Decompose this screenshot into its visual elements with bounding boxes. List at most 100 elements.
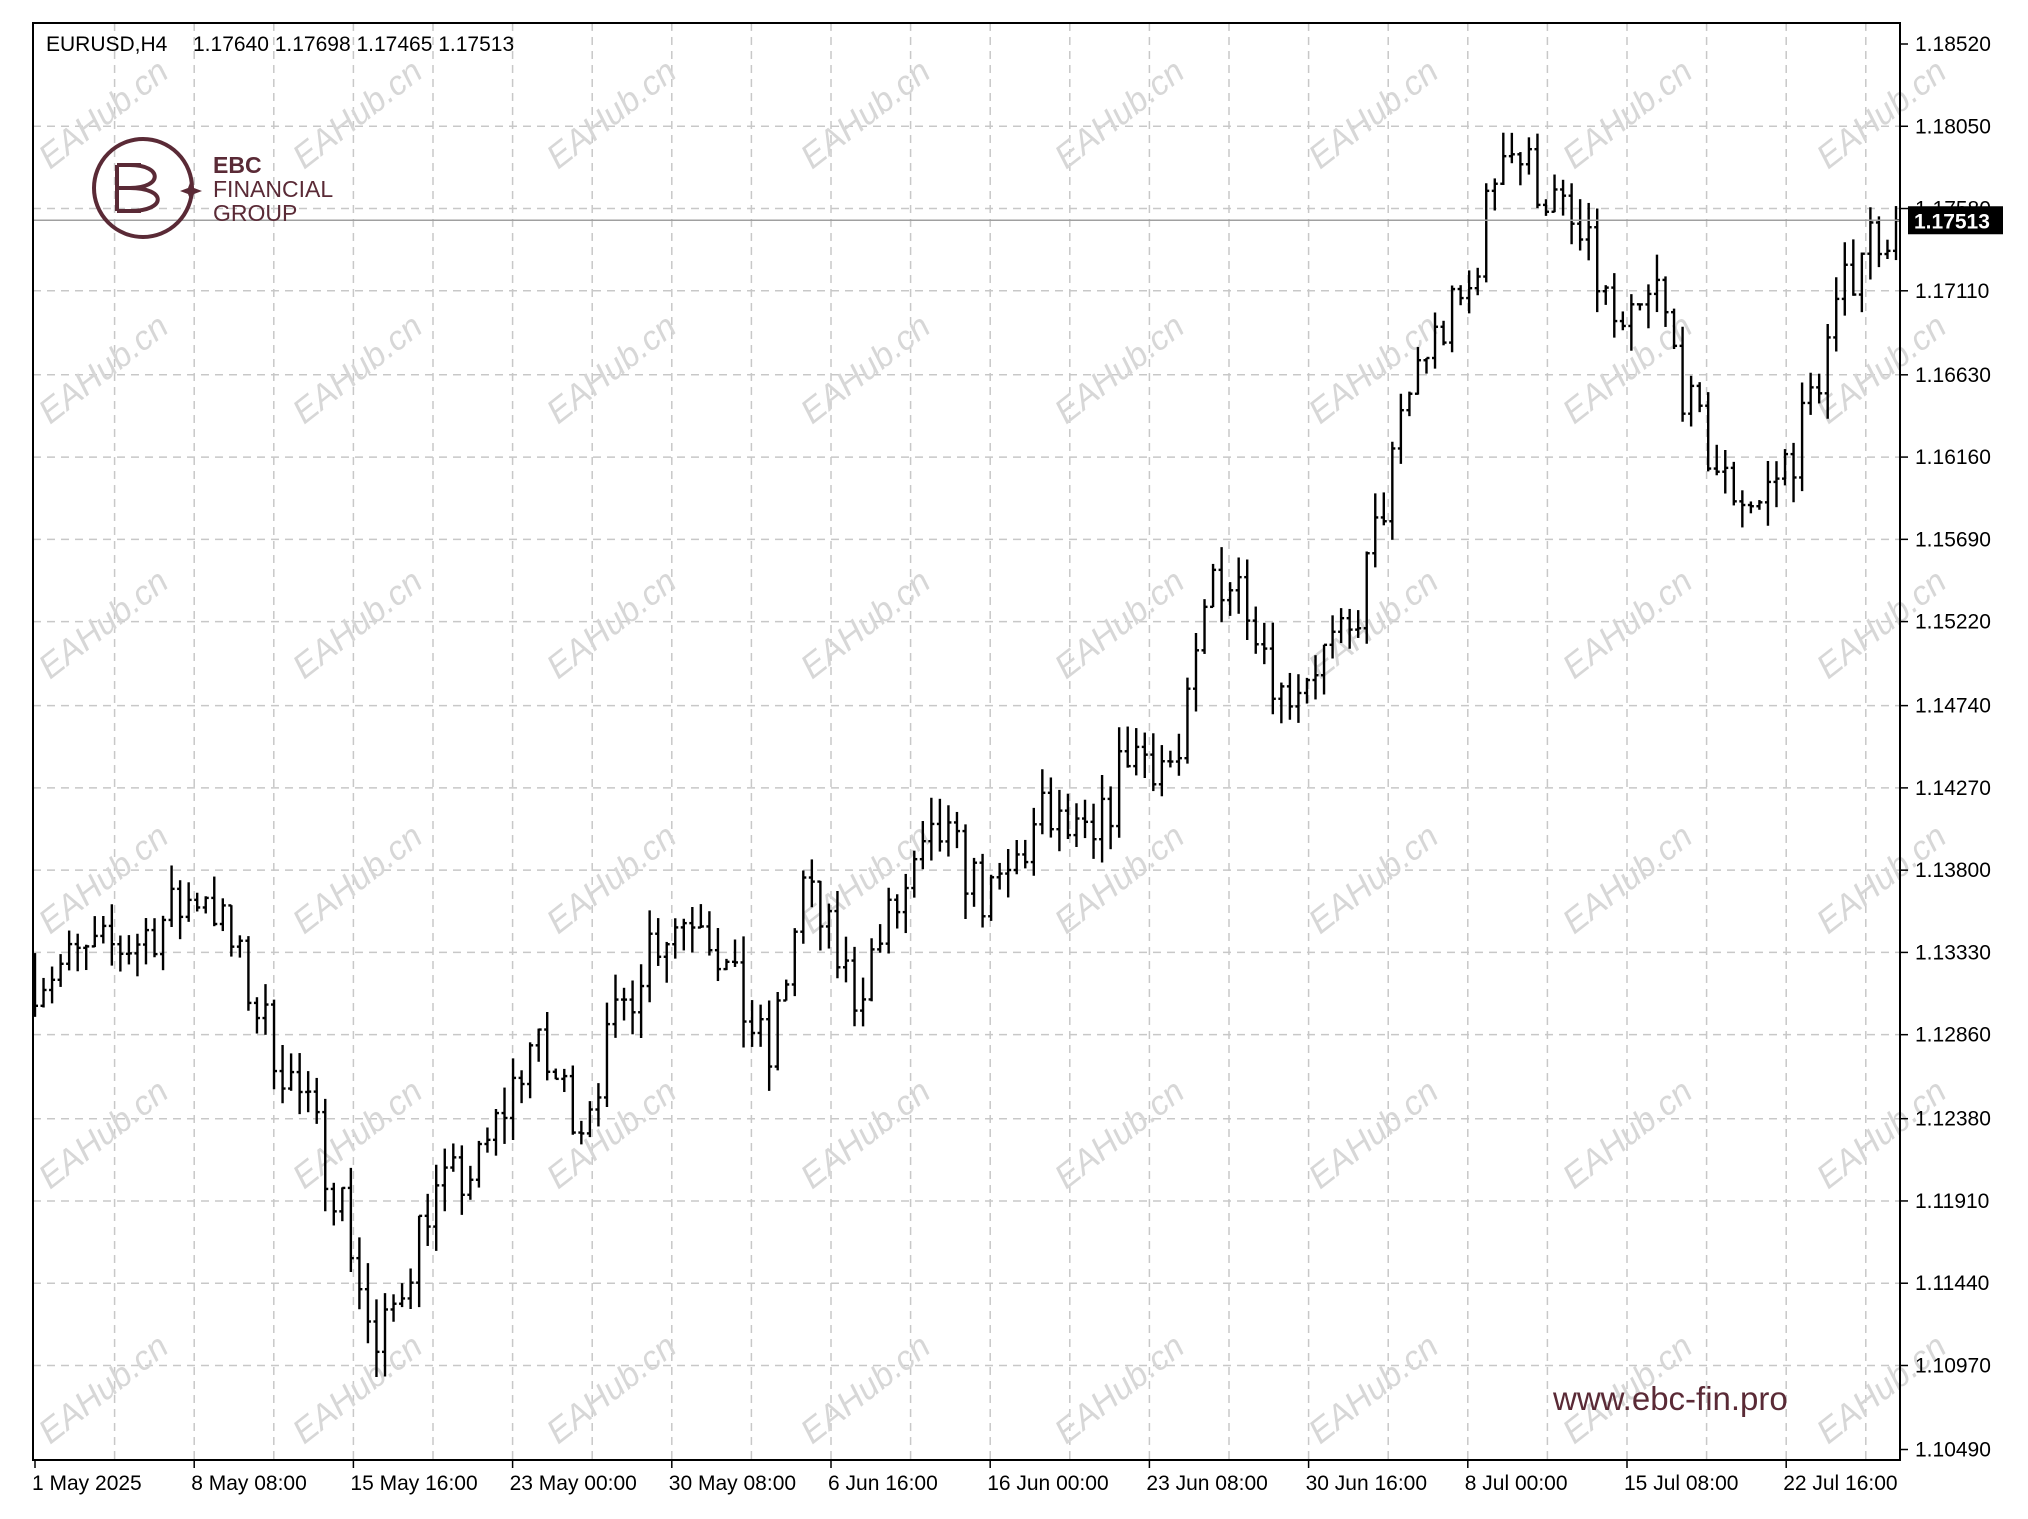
ohlc-bar <box>1662 276 1669 327</box>
ohlc-bar <box>1867 207 1874 280</box>
ohlc-bar <box>1141 732 1148 778</box>
ohlc-bar <box>646 910 653 1003</box>
ohlc-bar <box>1440 320 1447 346</box>
ohlc-bar <box>1244 559 1251 641</box>
ohlc-bar <box>1747 501 1754 514</box>
ohlc-bar <box>160 915 167 971</box>
ohlc-bar <box>629 980 636 1035</box>
watermark-text: EAHub.cn <box>794 1072 938 1196</box>
ohlc-bar <box>1363 551 1370 644</box>
ohlc-bar <box>1295 674 1302 723</box>
ohlc-bar <box>424 1193 431 1246</box>
watermark-text: EAHub.cn <box>1810 1327 1954 1451</box>
ohlc-bar <box>1534 133 1541 209</box>
ohlc-bar <box>1047 777 1054 838</box>
ohlc-bar <box>740 936 747 1048</box>
ohlc-bar <box>49 966 56 1004</box>
ohlc-bar <box>578 1120 585 1145</box>
x-tick-label: 23 Jun 08:00 <box>1146 1472 1267 1495</box>
ohlc-bar <box>1372 493 1379 568</box>
ohlc-bar <box>842 936 849 983</box>
ohlc-bar <box>211 876 218 927</box>
ohlc-bar <box>1073 803 1080 848</box>
x-tick-label: 6 Jun 16:00 <box>828 1472 938 1495</box>
ohlc-bar <box>1150 733 1157 792</box>
ohlc-bar <box>1799 382 1806 492</box>
y-tick-label: 1.16160 <box>1915 446 1991 469</box>
ohlc-bar <box>364 1263 371 1344</box>
ohlc-bar <box>1688 375 1695 427</box>
x-tick-label: 30 Jun 16:00 <box>1306 1472 1427 1495</box>
ohlc-bar <box>1619 311 1626 331</box>
ohlc-bar <box>177 880 184 940</box>
ohlc-bar <box>467 1165 474 1200</box>
y-tick-label: 1.15220 <box>1915 611 1991 634</box>
ohlc-bar <box>1346 608 1353 649</box>
ohlc-bar <box>1602 285 1609 305</box>
ohlc-bar <box>1116 727 1123 838</box>
ohlc-bar <box>1227 582 1234 616</box>
ohlc-bar <box>194 892 201 912</box>
ohlc-bar <box>586 1101 593 1138</box>
ohlc-bar <box>1210 563 1217 609</box>
ohlc-bar <box>1286 672 1293 720</box>
ohlc-bar <box>279 1044 286 1104</box>
chart-title: EURUSD,H4 <box>46 33 168 56</box>
price-bars <box>32 132 1899 1377</box>
ohlc-bar <box>1594 208 1601 313</box>
ohlc-bar <box>1807 372 1814 415</box>
watermark-text: EAHub.cn <box>1302 1072 1446 1196</box>
ohlc-bar <box>100 916 107 944</box>
ohlc-bar <box>697 904 704 929</box>
ohlc-bar <box>1235 557 1242 614</box>
ohlc-bar <box>1790 442 1797 503</box>
y-tick-label: 1.18520 <box>1915 33 1991 56</box>
ohlc-bar <box>501 1087 508 1144</box>
ohlc-bar <box>1696 382 1703 413</box>
ohlc-bar <box>253 997 260 1034</box>
ohlc-bar <box>1773 461 1780 508</box>
watermark-text: EAHub.cn <box>1048 562 1192 686</box>
ohlc-bar <box>1099 775 1106 863</box>
ohlc-bar <box>1466 270 1473 314</box>
watermark-text: EAHub.cn <box>540 307 684 431</box>
ohlc-bar <box>979 853 986 928</box>
ohlc-bar <box>151 918 158 958</box>
ohlc-bar <box>185 882 192 922</box>
ohlc-bar <box>1158 745 1165 797</box>
watermark-text: EAHub.cn <box>1810 52 1954 176</box>
ohlc-bar <box>74 933 81 972</box>
ohlc-bar <box>902 873 909 934</box>
y-tick-label: 1.16630 <box>1915 364 1991 387</box>
ohlc-bar <box>1030 807 1037 876</box>
watermark-text: EAHub.cn <box>286 1327 430 1451</box>
ohlc-bar <box>1022 839 1029 869</box>
ohlc-bar <box>1449 285 1456 353</box>
ohlc-bar <box>1039 769 1046 835</box>
ohlc-bar <box>774 991 781 1071</box>
ohlc-bar <box>330 1182 337 1226</box>
watermark-text: EAHub.cn <box>286 307 430 431</box>
ohlc-bar <box>1175 733 1182 776</box>
ohlc-bar <box>638 964 645 1039</box>
ohlc-bar <box>1414 347 1421 395</box>
ohlc-bar <box>1730 461 1737 506</box>
ohlc-bar <box>1568 183 1575 245</box>
ohlc-bar <box>1875 216 1882 268</box>
ohlc-bar <box>518 1070 525 1104</box>
watermark-text: EAHub.cn <box>286 817 430 941</box>
watermark-text: EAHub.cn <box>1556 307 1700 431</box>
logo-line-ebc: EBC <box>213 152 262 178</box>
x-tick-label: 1 May 2025 <box>32 1472 142 1495</box>
ohlc-bar <box>1082 799 1089 839</box>
ohlc-bar <box>1679 326 1686 422</box>
ohlc-bar <box>612 974 619 1038</box>
ohlc-bar <box>988 874 995 921</box>
ohlc-bar <box>57 954 64 987</box>
ohlc-bar <box>305 1071 312 1113</box>
y-tick-label: 1.14270 <box>1915 777 1991 800</box>
ohlc-bar <box>219 898 226 932</box>
watermark-text: EAHub.cn <box>32 307 176 431</box>
y-tick-label: 1.17110 <box>1915 280 1989 303</box>
watermark-text: EAHub.cn <box>540 817 684 941</box>
